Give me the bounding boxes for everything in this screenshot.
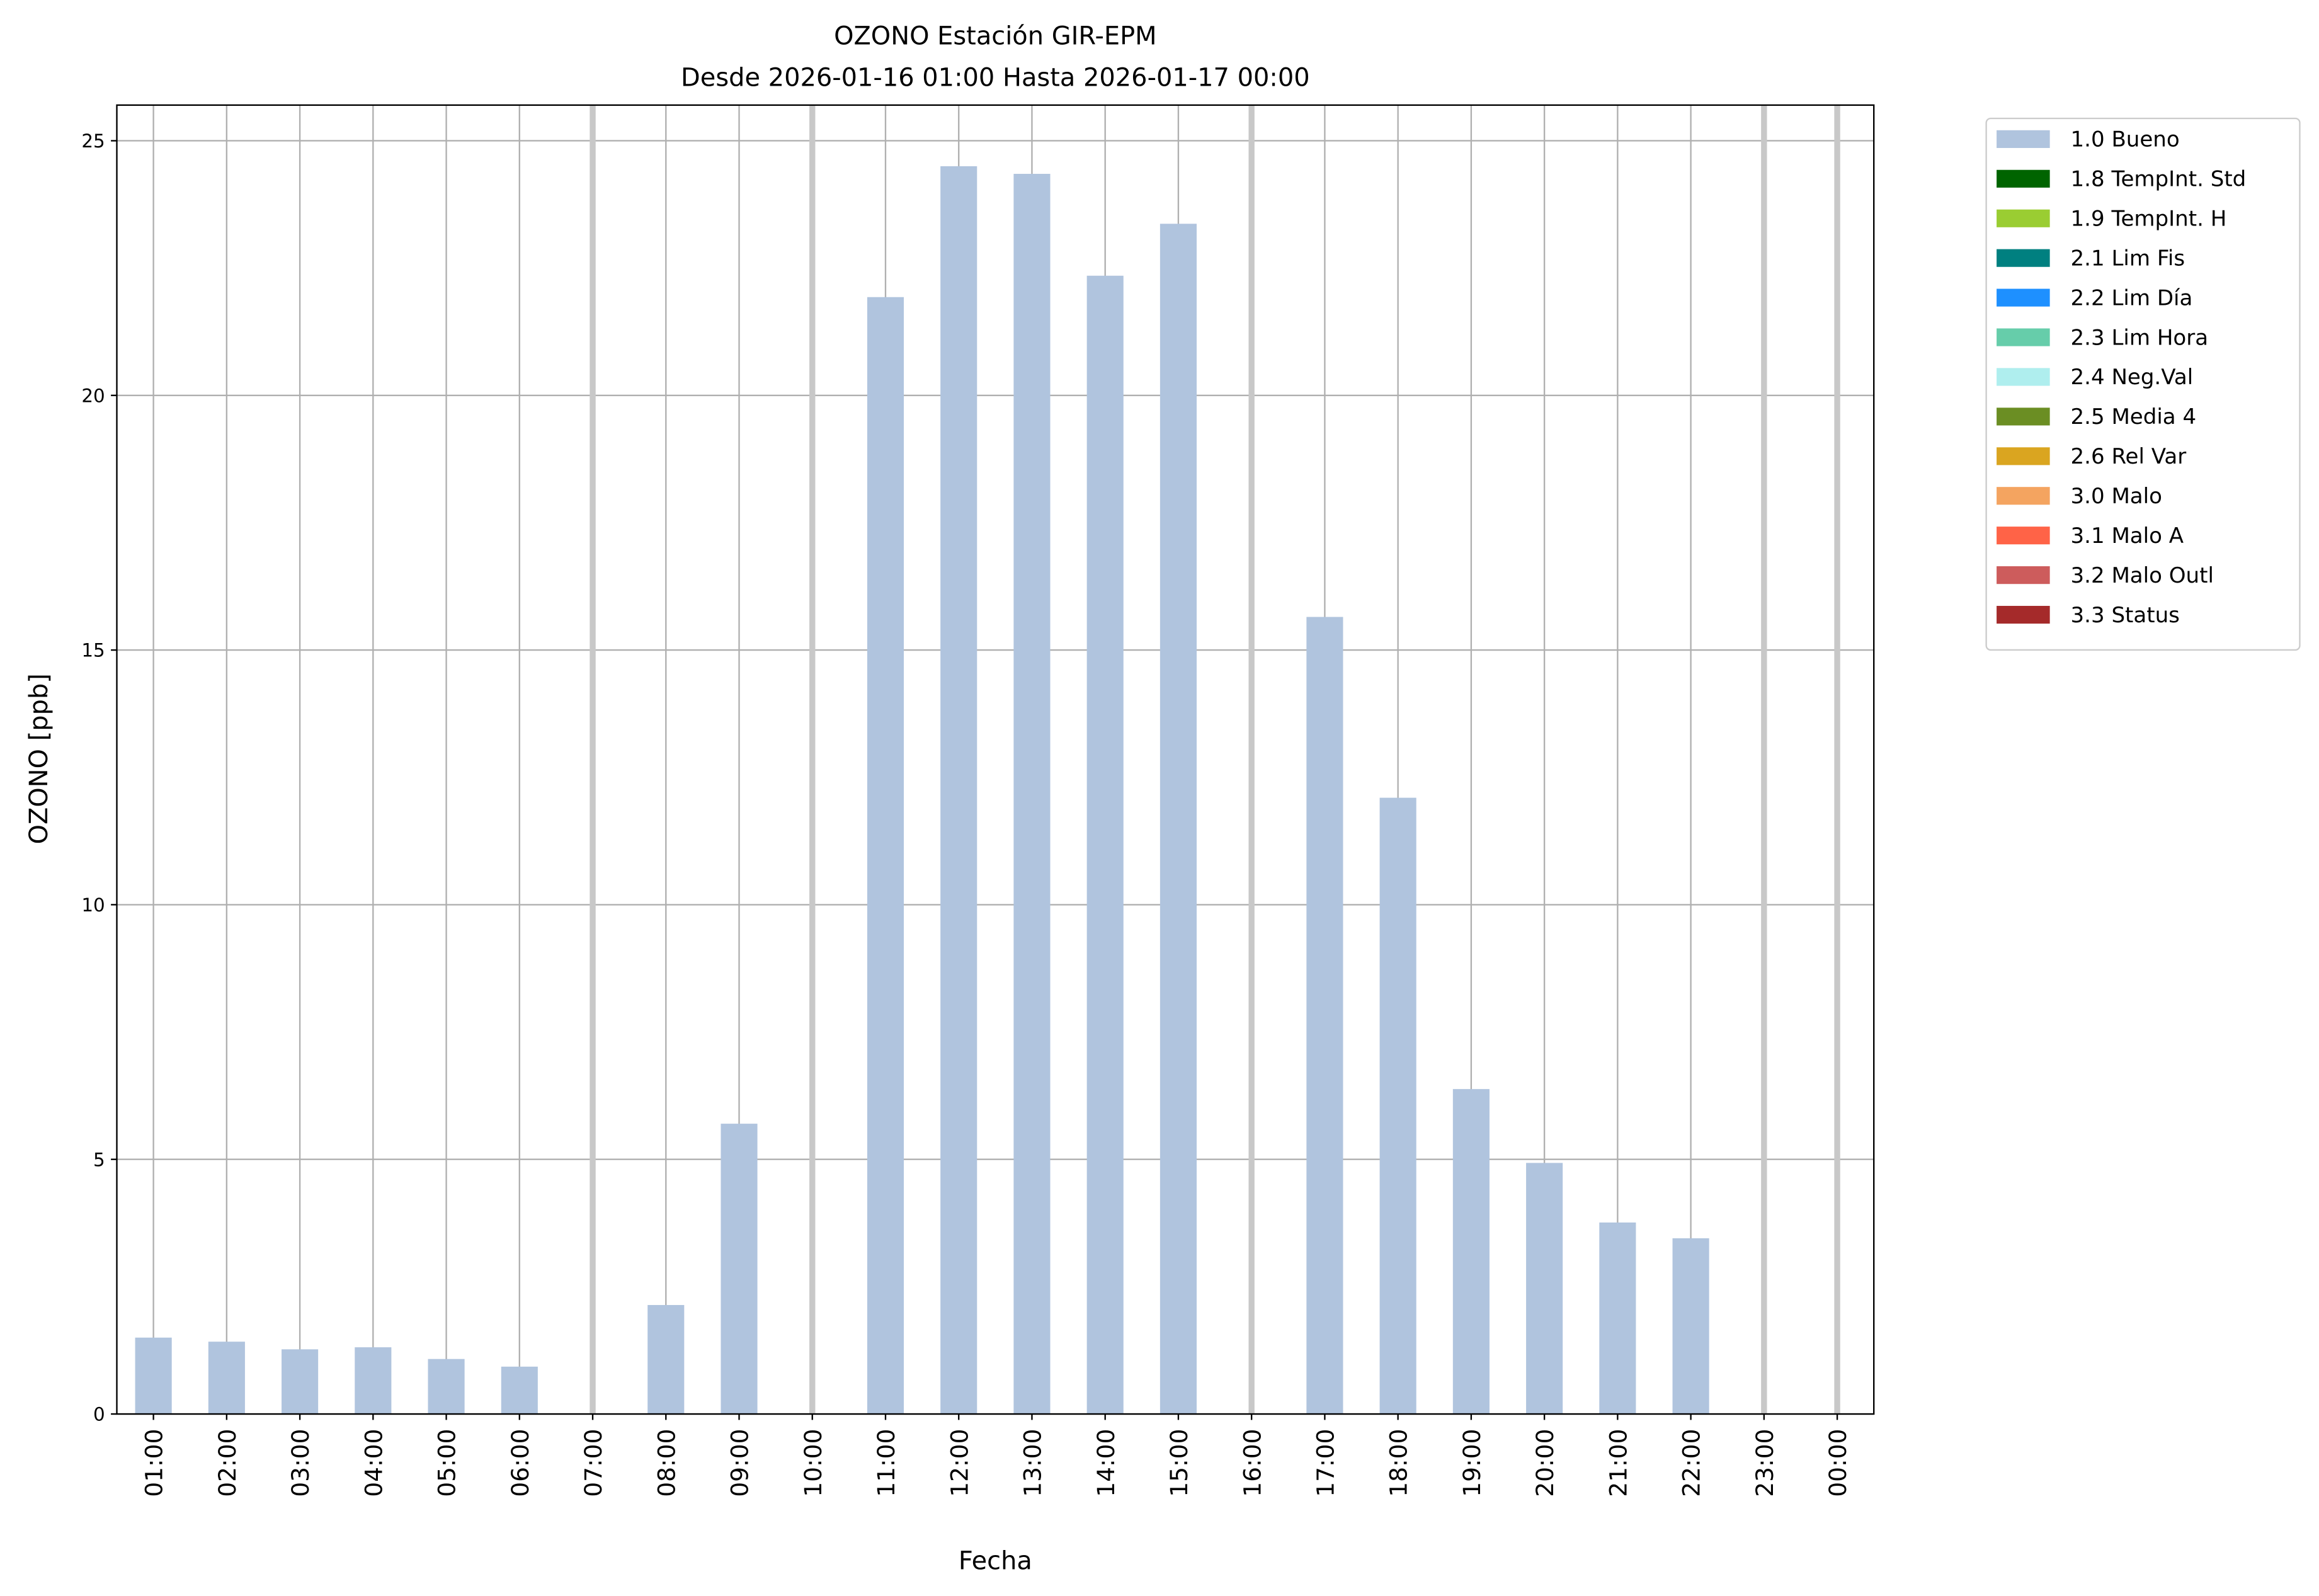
bar [1013, 174, 1051, 1415]
legend-swatch [1997, 249, 2050, 267]
bar [647, 1304, 685, 1415]
legend-swatch [1997, 605, 2050, 624]
x-tick-label: 16:00 [1238, 1429, 1266, 1497]
grid [117, 105, 1874, 1415]
legend-swatch [1997, 566, 2050, 584]
legend: 1.0 Bueno 1.8 TempInt. Std 1.9 TempInt. H 2… [1985, 117, 2301, 651]
y-tick-label: 25 [81, 130, 105, 152]
bar [355, 1347, 392, 1415]
bar [135, 1337, 172, 1415]
x-tick-label: 11:00 [872, 1429, 900, 1497]
x-tick-label: 00:00 [1824, 1429, 1852, 1497]
chart-subtitle: Desde 2026-01-16 01:00 Hasta 2026-01-17 … [681, 63, 1310, 92]
x-tick-label: 12:00 [945, 1429, 973, 1497]
legend-label: 2.5 Media 4 [2071, 404, 2197, 430]
y-tick-label: 15 [81, 640, 105, 661]
x-tick-label: 09:00 [726, 1429, 754, 1497]
x-tick-label: 01:00 [140, 1429, 168, 1497]
legend-label: 2.6 Rel Var [2071, 444, 2187, 469]
legend-swatch [1997, 328, 2050, 346]
y-tick-label: 20 [81, 385, 105, 406]
x-tick-label: 15:00 [1165, 1429, 1193, 1497]
y-tick-label: 5 [93, 1149, 105, 1170]
plot [135, 105, 1840, 1415]
legend-swatch [1997, 487, 2050, 505]
bar [208, 1342, 245, 1415]
x-tick-label: 23:00 [1751, 1429, 1779, 1497]
legend-label: 1.8 TempInt. Std [2071, 167, 2247, 192]
legend-swatch [1997, 169, 2050, 188]
bar [1452, 1089, 1490, 1415]
legend-frame [1985, 117, 2301, 651]
bar [721, 1124, 758, 1415]
legend-swatch [1997, 209, 2050, 227]
bar [940, 166, 977, 1415]
legend-label: 2.2 Lim Día [2071, 285, 2193, 311]
legend-label: 3.3 Status [2071, 603, 2180, 628]
x-tick-label: 02:00 [214, 1429, 241, 1497]
y-tick-label: 0 [93, 1404, 105, 1425]
x-tick-label: 19:00 [1458, 1429, 1486, 1497]
x-tick-label: 05:00 [433, 1429, 461, 1497]
y-tick-label: 10 [81, 894, 105, 916]
legend-swatch [1997, 447, 2050, 465]
x-axis-label: Fecha [959, 1547, 1032, 1576]
bar [1599, 1222, 1636, 1415]
legend-label: 2.3 Lim Hora [2071, 325, 2209, 350]
bar [867, 297, 904, 1415]
legend-label: 1.0 Bueno [2071, 127, 2180, 152]
legend-label: 3.0 Malo [2071, 484, 2162, 509]
bar [428, 1359, 465, 1415]
x-tick-label: 14:00 [1092, 1429, 1120, 1497]
bar [282, 1349, 319, 1415]
legend-swatch [1997, 408, 2050, 426]
x-tick-label: 07:00 [579, 1429, 607, 1497]
x-tick-label: 20:00 [1531, 1429, 1559, 1497]
x-tick-label: 08:00 [652, 1429, 680, 1497]
legend-swatch [1997, 527, 2050, 545]
y-axis-label: OZONO [ppb] [25, 673, 54, 844]
bar [501, 1366, 538, 1415]
x-tick-label: 17:00 [1312, 1429, 1340, 1497]
x-tick-label: 18:00 [1385, 1429, 1413, 1497]
bar [1672, 1238, 1709, 1415]
x-tick-label: 22:00 [1678, 1429, 1706, 1497]
x-tick-label: 13:00 [1019, 1429, 1047, 1497]
x-tick-label: 10:00 [799, 1429, 827, 1497]
x-tick-label: 21:00 [1604, 1429, 1632, 1497]
legend-label: 3.2 Malo Outl [2071, 563, 2214, 588]
chart-title: OZONO Estación GIR-EPM [834, 22, 1157, 51]
bar [1379, 797, 1416, 1415]
legend-label: 2.1 Lim Fis [2071, 246, 2185, 271]
legend-label: 2.4 Neg.Val [2071, 365, 2194, 390]
bar [1086, 275, 1124, 1415]
x-tick-label: 06:00 [506, 1429, 534, 1497]
legend-swatch [1997, 368, 2050, 386]
plot-frame [116, 104, 1875, 1415]
bar [1526, 1163, 1563, 1415]
x-tick-label: 04:00 [360, 1429, 387, 1497]
legend-label: 1.9 TempInt. H [2071, 206, 2227, 231]
legend-swatch [1997, 130, 2050, 148]
bar [1160, 224, 1197, 1415]
bar [1306, 617, 1343, 1415]
x-tick-label: 03:00 [287, 1429, 314, 1497]
legend-swatch [1997, 288, 2050, 307]
legend-label: 3.1 Malo A [2071, 523, 2184, 549]
